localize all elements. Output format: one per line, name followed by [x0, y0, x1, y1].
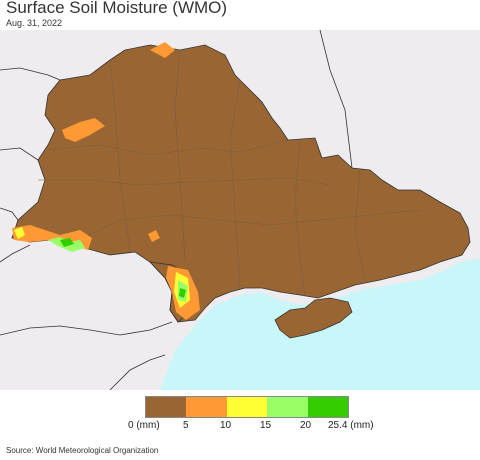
map-title: Surface Soil Moisture (WMO) — [6, 0, 228, 17]
legend-label: 10 — [220, 420, 232, 431]
neighbour-borders — [0, 30, 353, 390]
soil-moisture-map — [0, 30, 480, 390]
moisture-patch-moldova-dark-green — [179, 288, 186, 298]
legend-label: 20 — [300, 420, 312, 431]
crimea — [274, 297, 353, 339]
map-date: Aug. 31, 2022 — [6, 18, 63, 28]
moisture-patch-west-yellow — [14, 227, 25, 239]
legend-swatch — [186, 397, 227, 417]
legend-swatch — [307, 397, 349, 417]
legend-label: 15 — [260, 420, 272, 431]
oblast-borders — [38, 49, 421, 296]
moisture-patch-center — [148, 230, 160, 242]
legend-swatch — [146, 397, 187, 417]
moisture-patch-west-dark-green — [60, 238, 74, 247]
source-credit: Source: World Meteorological Organizatio… — [6, 446, 159, 455]
legend-swatch — [226, 397, 268, 417]
legend-swatch — [267, 397, 308, 417]
moisture-patch-northwest — [62, 118, 105, 142]
legend-label: 5 — [183, 420, 189, 431]
legend-colorbar — [145, 396, 349, 418]
legend-label: 0 (mm) — [128, 420, 160, 431]
moisture-patch-north — [150, 42, 175, 58]
legend-label: 25.4 (mm) — [328, 420, 374, 431]
